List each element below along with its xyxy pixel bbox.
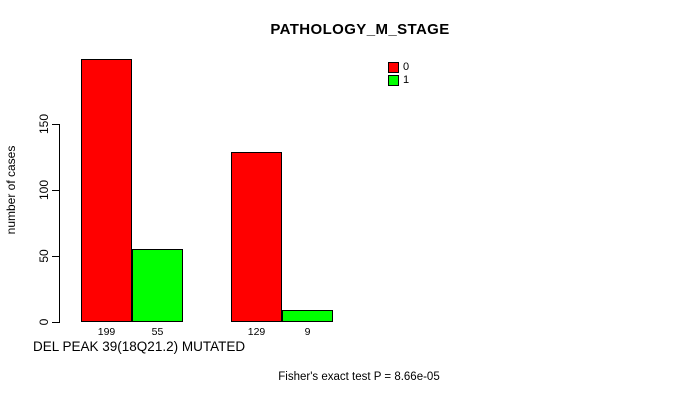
- bar-series-0-group-2: [231, 152, 282, 322]
- y-axis-tick: [52, 322, 59, 323]
- bar-value-label: 199: [97, 326, 116, 338]
- legend-swatch-0: [388, 62, 399, 73]
- legend-label: 1: [403, 74, 410, 86]
- legend-label: 0: [403, 61, 410, 73]
- bar-series-0-group-1: [81, 59, 132, 322]
- legend-swatch-1: [388, 75, 399, 86]
- chart-title: PATHOLOGY_M_STAGE: [270, 21, 450, 38]
- bar-value-label: 129: [247, 326, 266, 338]
- bar-series-1-group-1: [132, 249, 183, 322]
- y-axis-tick-label: 150: [37, 113, 51, 135]
- y-axis-tick-label: 100: [37, 179, 51, 201]
- y-axis-tick: [52, 124, 59, 125]
- y-axis-tick: [52, 256, 59, 257]
- x-axis-label: DEL PEAK 39(18Q21.2) MUTATED: [33, 339, 246, 354]
- legend-entry-1: 1: [388, 75, 409, 86]
- y-axis-tick-label: 50: [37, 249, 51, 263]
- y-axis-tick: [52, 190, 59, 191]
- bar-value-label: 9: [304, 326, 311, 338]
- fisher-test-annotation: Fisher's exact test P = 8.66e-05: [278, 371, 440, 383]
- y-axis-tick-label: 0: [37, 318, 51, 326]
- legend-entry-0: 0: [388, 62, 409, 73]
- bar-value-label: 55: [151, 326, 164, 338]
- y-axis-line: [59, 124, 60, 323]
- bar-series-1-group-2: [282, 310, 333, 322]
